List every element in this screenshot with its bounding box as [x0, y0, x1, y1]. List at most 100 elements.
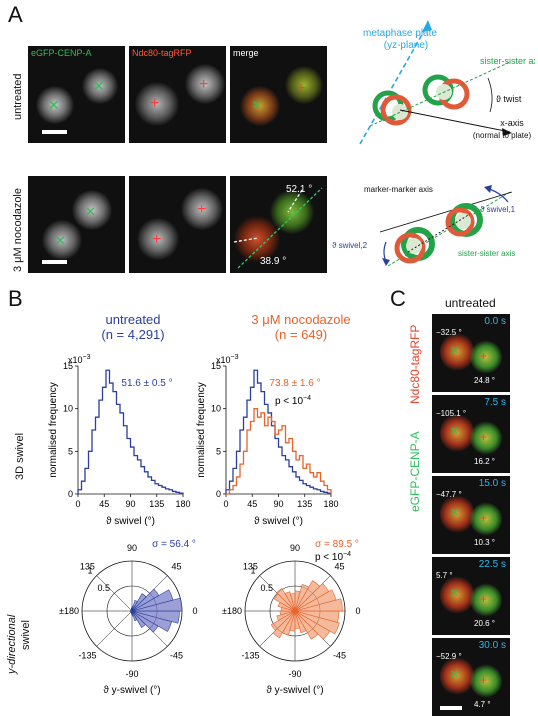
- hist-left-n: (n = 4,291): [88, 327, 178, 342]
- micrograph-nocodazole-rfp: + +: [129, 176, 226, 273]
- row-label-y-directional: y-directional: [6, 615, 18, 674]
- panel-c-title: untreated: [445, 296, 496, 310]
- time-lapse-frame: ✕+7.5 s−105.1 °16.2 °: [432, 395, 510, 473]
- hist-stat: 51.6 ± 0.5 °: [121, 378, 172, 389]
- hist-x-tick-label: 180: [323, 499, 338, 509]
- row-label-untreated: untreated: [12, 74, 24, 120]
- angle-label-top: 52.1 °: [286, 184, 312, 195]
- swivel-schematic: marker-marker axis ϑ swivel,1 ϑ swivel,2…: [330, 166, 535, 281]
- panel-letter-a: A: [8, 2, 23, 28]
- polar-angle-label: -90: [125, 669, 138, 679]
- hist-y-label: normalised frequency: [48, 382, 59, 478]
- angle-label-left: −32.5 °: [436, 328, 462, 337]
- channel-label-red: Ndc80-tagRFP: [408, 325, 422, 404]
- row-label-nocodazole: 3 μM nocodazole: [12, 188, 24, 272]
- polar-spoke: [97, 576, 132, 611]
- hist-x-tick-label: 135: [297, 499, 312, 509]
- micrograph-untreated-merge: ✕ + merge: [230, 46, 327, 143]
- hist-p-value: p < 10−4: [275, 395, 311, 407]
- hist-x-label: ϑ swivel (°): [106, 516, 155, 527]
- hist-exponent: x10−3: [216, 354, 239, 365]
- scale-bar: [42, 130, 67, 134]
- polar-angle-label: ±180: [59, 606, 79, 616]
- angle-label-right: 4.7 °: [474, 700, 491, 709]
- swivel-pair-lower: [397, 230, 432, 261]
- row-label-3d-swivel: 3D swivel: [14, 433, 26, 480]
- swivel2-label: ϑ swivel,2: [332, 241, 368, 250]
- sister-pair-right: [425, 77, 467, 107]
- channel-label-green: eGFP-CENP-A: [408, 431, 422, 512]
- panel-letter-b: B: [8, 286, 23, 312]
- polar-p-value: p < 10−4: [315, 551, 351, 563]
- hist-y-tick-label: 5: [216, 446, 221, 456]
- time-lapse-frame: ✕+30.0 s−52.9 °4.7 °: [432, 638, 510, 716]
- angle-label-right: 16.2 °: [474, 457, 495, 466]
- channel-label-gfp: eGFP-CENP-A: [31, 48, 92, 58]
- polar-radial-label: 1: [250, 566, 255, 576]
- hist-left-title: untreated: [88, 312, 178, 327]
- time-label: 15.0 s: [479, 478, 506, 489]
- x-axis-label: x-axis: [500, 118, 524, 128]
- channel-label-rfp: Ndc80-tagRFP: [132, 48, 192, 58]
- angle-label-left: −52.9 °: [436, 652, 462, 661]
- hist-x-tick-label: 45: [99, 499, 109, 509]
- metaphase-plate-label: metaphase plate: [363, 28, 437, 39]
- hist-x-tick-label: 45: [247, 499, 257, 509]
- hist-right-n: (n = 649): [256, 327, 346, 342]
- micrograph-nocodazole-gfp: ✕ ✕: [28, 176, 125, 273]
- scale-bar: [440, 706, 462, 710]
- angle-label-left: 5.7 °: [436, 571, 453, 580]
- hist-y-tick-label: 5: [68, 446, 73, 456]
- angle-label-right: 10.3 °: [474, 538, 495, 547]
- hist-y-label: normalised frequency: [196, 382, 207, 478]
- hist-y-tick-label: 10: [63, 404, 73, 414]
- hist-x-tick-label: 135: [149, 499, 164, 509]
- angle-label-left: −105.1 °: [436, 409, 466, 418]
- twist-label: ϑ twist: [496, 94, 522, 104]
- yz-plane-label: (yz-plane): [384, 40, 428, 51]
- hist-x-tick-label: 90: [125, 499, 135, 509]
- hist-stat: 73.8 ± 1.6 °: [269, 378, 320, 389]
- micrograph-untreated-rfp: + + Ndc80-tagRFP: [129, 46, 226, 143]
- polar-radial-label: 1: [87, 566, 92, 576]
- sister-axis-label: sister-sister axis: [480, 56, 535, 66]
- polar-angle-label: ±180: [222, 606, 242, 616]
- polar-spoke: [97, 611, 132, 646]
- metaphase-plate-schematic: metaphase plate (yz-plane) sister-sister…: [330, 14, 535, 149]
- polar-radial-label: 0.5: [260, 583, 273, 593]
- micrograph-nocodazole-merge: 52.1 ° 38.9 °: [230, 176, 327, 273]
- polar-sigma: σ = 89.5 °: [315, 539, 359, 550]
- polar-angle-label: -45: [333, 651, 346, 661]
- hist-x-tick-label: 0: [75, 499, 80, 509]
- polar-angle-label: -45: [170, 651, 183, 661]
- time-label: 30.0 s: [479, 640, 506, 651]
- polar-x-label: ϑ y-swivel (°): [103, 685, 160, 696]
- time-lapse-frame: ✕+0.0 s−32.5 °24.8 °: [432, 314, 510, 392]
- time-label: 7.5 s: [484, 397, 506, 408]
- hist-exponent: x10−3: [68, 354, 91, 365]
- hist-right-title: 3 μM nocodazole: [236, 312, 366, 327]
- x-axis-note: (normal to plate): [473, 131, 532, 140]
- time-lapse-frame: ✕+15.0 s−47.7 °10.3 °: [432, 476, 510, 554]
- polar-angle-label: 90: [127, 543, 137, 553]
- angle-label-bottom: 38.9 °: [260, 256, 286, 267]
- hist-y-tick-label: 0: [216, 489, 221, 499]
- polar-sigma: σ = 56.4 °: [152, 539, 196, 550]
- angle-label-right: 20.6 °: [474, 619, 495, 628]
- polar-angle-label: 0: [192, 606, 197, 616]
- time-label: 0.0 s: [484, 316, 506, 327]
- polar-x-label: ϑ y-swivel (°): [266, 685, 323, 696]
- hist-x-label: ϑ swivel (°): [254, 516, 303, 527]
- marker-axis-label: marker-marker axis: [364, 185, 433, 194]
- hist-x-tick-label: 180: [175, 499, 190, 509]
- polar-angle-label: -135: [78, 651, 96, 661]
- time-label: 22.5 s: [479, 559, 506, 570]
- polar-angle-label: 45: [172, 561, 182, 571]
- angle-label-right: 24.8 °: [474, 376, 495, 385]
- swivel1-label: ϑ swivel,1: [480, 205, 516, 214]
- sister-axis-label-2: sister-sister axis: [458, 249, 515, 258]
- angle-label-left: −47.7 °: [436, 490, 462, 499]
- hist-y-tick-label: 0: [68, 489, 73, 499]
